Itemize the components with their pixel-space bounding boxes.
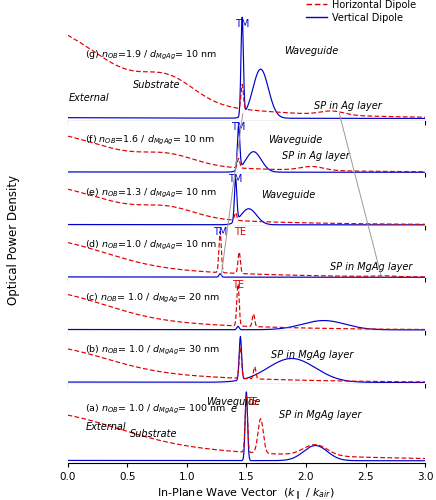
Text: SP in Ag layer: SP in Ag layer <box>314 100 382 110</box>
Text: SP in Ag layer: SP in Ag layer <box>282 151 349 161</box>
Text: TM: TM <box>232 122 246 132</box>
Text: (b) $n_{OB}$= 1.0 / $d_{MgAg}$= 30 nm: (b) $n_{OB}$= 1.0 / $d_{MgAg}$= 30 nm <box>85 344 221 358</box>
Text: Waveguide: Waveguide <box>261 190 315 200</box>
Text: Waveguide: Waveguide <box>268 134 322 144</box>
Text: (f) $n_{OB}$=1.6 / $d_{MgAg}$= 10 nm: (f) $n_{OB}$=1.6 / $d_{MgAg}$= 10 nm <box>85 134 215 147</box>
Text: Substrate: Substrate <box>133 80 181 90</box>
Text: (c) $n_{OB}$= 1.0 / $d_{MgAg}$= 20 nm: (c) $n_{OB}$= 1.0 / $d_{MgAg}$= 20 nm <box>85 292 220 304</box>
Text: TM: TM <box>228 174 243 184</box>
Text: SP in MgAg layer: SP in MgAg layer <box>279 410 361 420</box>
Text: (g) $n_{OB}$=1.9 / $d_{MgAg}$= 10 nm: (g) $n_{OB}$=1.9 / $d_{MgAg}$= 10 nm <box>85 49 218 62</box>
Text: Waveguide: Waveguide <box>284 46 339 56</box>
Text: TM: TM <box>235 20 249 30</box>
Legend: Horizontal Dipole, Vertical Dipole: Horizontal Dipole, Vertical Dipole <box>302 0 420 26</box>
Text: TE: TE <box>235 227 246 237</box>
Text: SP in MgAg layer: SP in MgAg layer <box>330 262 412 272</box>
Text: (a) $n_{OB}$= 1.0 / $d_{MgAg}$= 100 nm: (a) $n_{OB}$= 1.0 / $d_{MgAg}$= 100 nm <box>85 404 227 416</box>
Text: Waveguide: Waveguide <box>206 397 260 407</box>
Text: Substrate: Substrate <box>129 429 177 439</box>
Text: (d) $n_{OB}$=1.0 / $d_{MgAg}$= 10 nm: (d) $n_{OB}$=1.0 / $d_{MgAg}$= 10 nm <box>85 239 218 252</box>
Text: Optical Power Density: Optical Power Density <box>7 175 20 305</box>
Text: External: External <box>69 94 109 104</box>
Text: SP in MgAg layer: SP in MgAg layer <box>271 350 353 360</box>
Text: External: External <box>85 422 126 432</box>
Text: (e) $n_{OB}$=1.3 / $d_{MgAg}$= 10 nm: (e) $n_{OB}$=1.3 / $d_{MgAg}$= 10 nm <box>85 186 218 200</box>
Text: e: e <box>230 404 236 414</box>
Text: TE: TE <box>232 280 244 289</box>
Text: TM: TM <box>213 227 227 237</box>
Text: TE: TE <box>246 397 258 407</box>
X-axis label: In-Plane Wave Vector  ($k_{\parallel}$ / $k_{air}$): In-Plane Wave Vector ($k_{\parallel}$ / … <box>157 487 335 500</box>
